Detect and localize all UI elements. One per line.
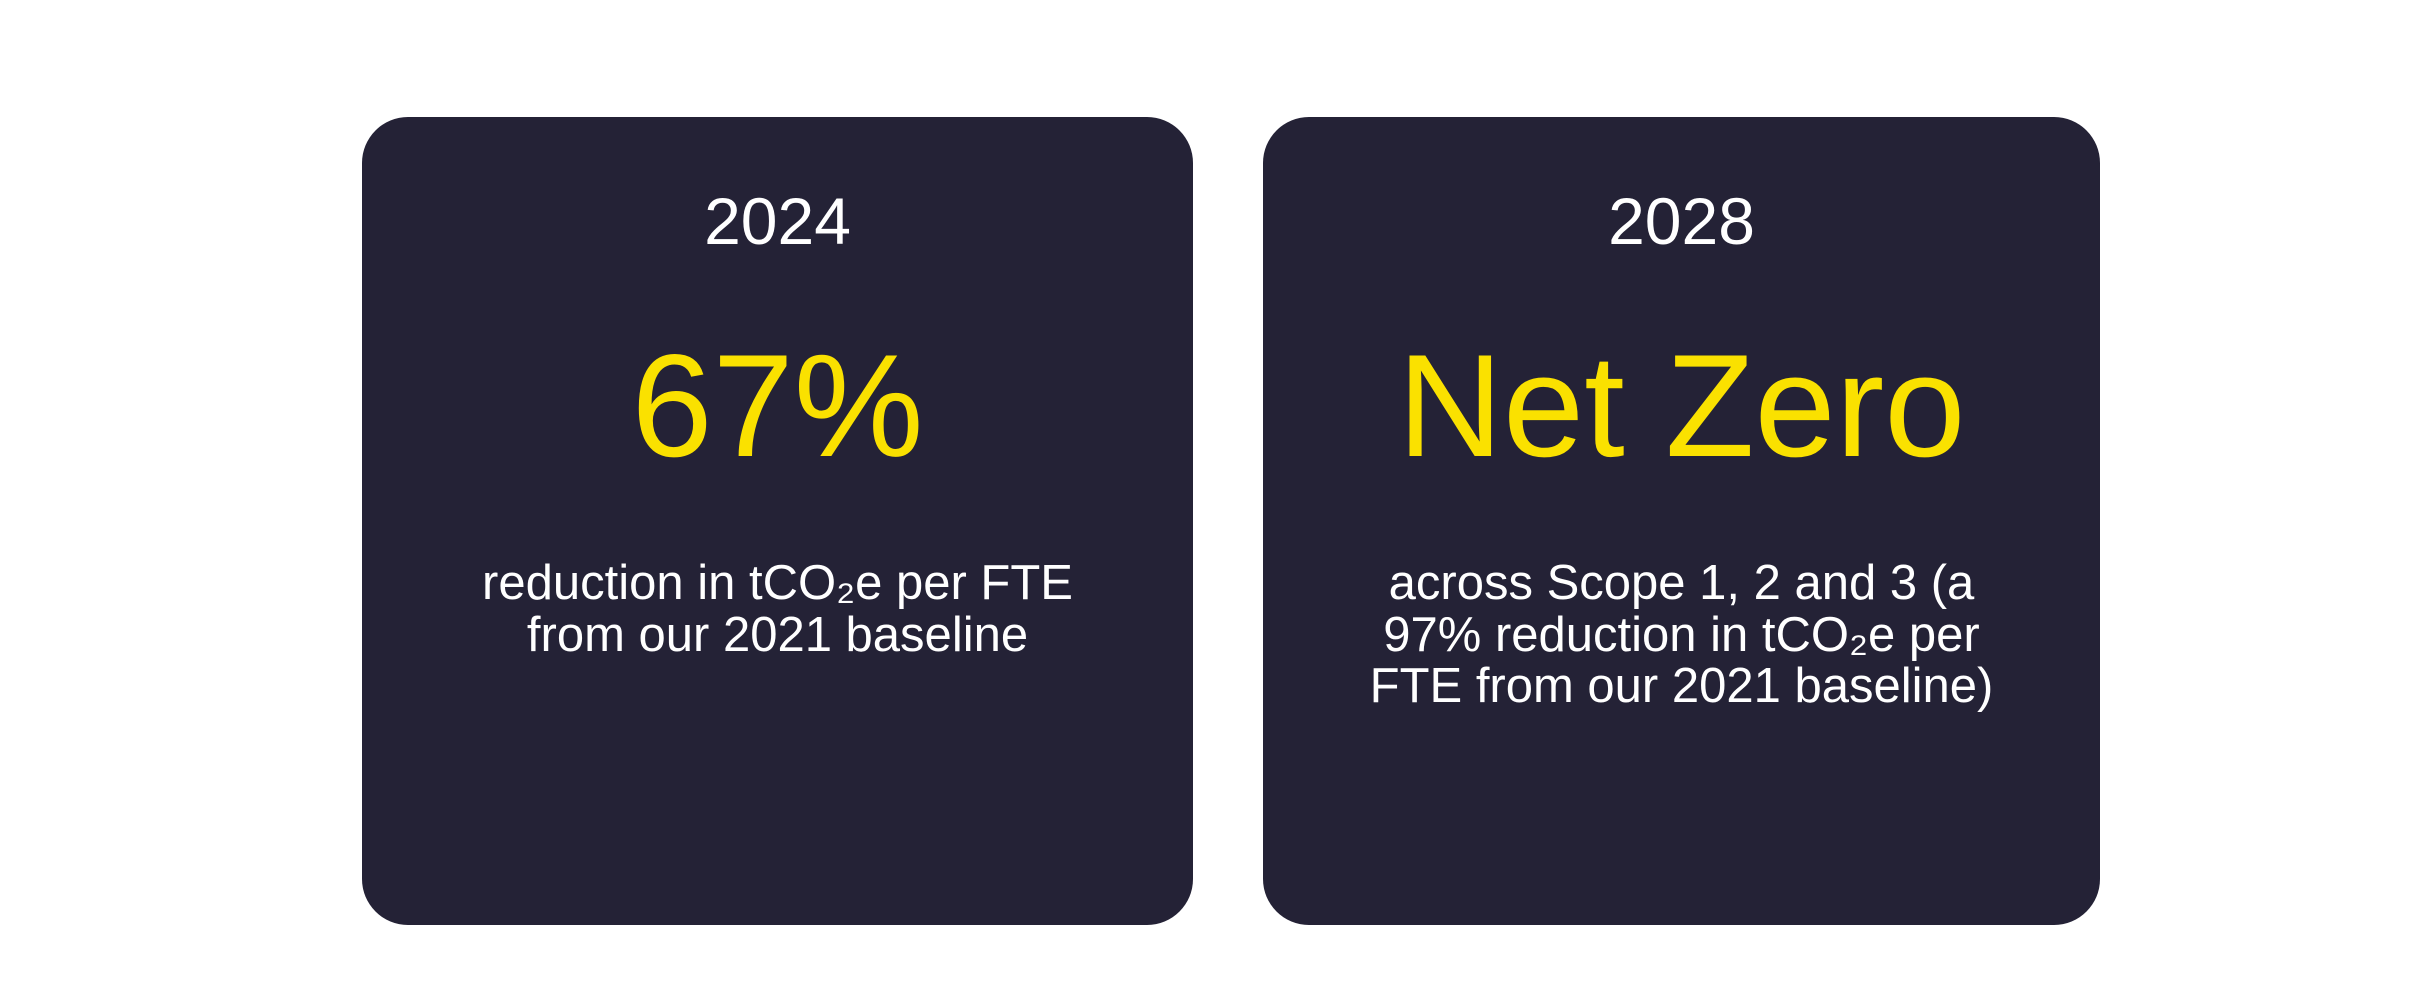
stat-card-2028: 2028 Net Zero across Scope 1, 2 and 3 (a… [1263, 117, 2100, 925]
card-body-text: reduction in tCO₂e per FTE from our 2021… [482, 556, 1073, 662]
card-year-label: 2024 [704, 184, 851, 258]
card-body-text: across Scope 1, 2 and 3 (a 97% reduction… [1369, 556, 1994, 713]
stat-card-2024: 2024 67% reduction in tCO₂e per FTE from… [362, 117, 1193, 925]
card-headline-stat: Net Zero [1397, 324, 1966, 487]
card-year-label: 2028 [1608, 184, 1755, 258]
card-headline-stat: 67% [631, 324, 924, 487]
